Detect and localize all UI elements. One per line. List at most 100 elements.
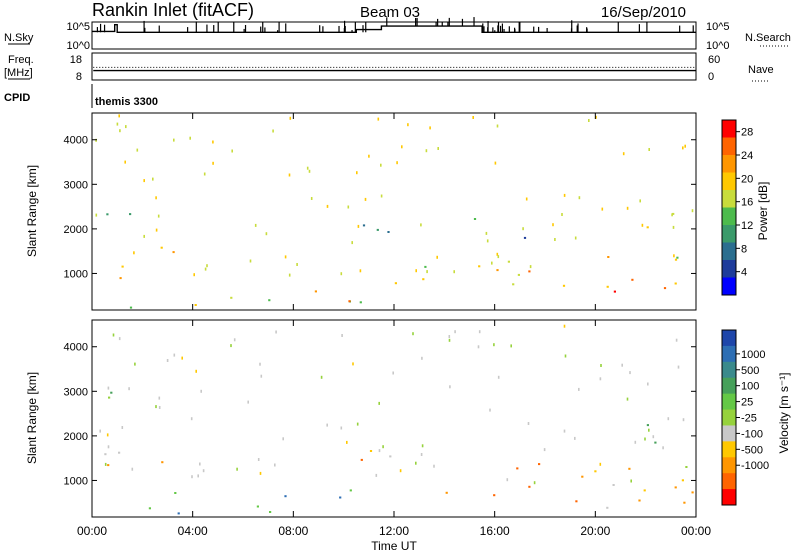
heatmap-cell xyxy=(119,129,121,133)
heatmap-cell xyxy=(265,232,268,236)
nave-label: Nave xyxy=(748,64,774,76)
colorbar-tick-label: 1000 xyxy=(741,349,765,361)
heatmap-cell xyxy=(652,435,655,439)
heatmap-cell xyxy=(160,246,163,249)
colorbar-tick-label: 8 xyxy=(741,243,747,255)
heatmap-cell xyxy=(106,433,109,437)
heatmap-cell xyxy=(118,337,121,341)
colorbar-swatch xyxy=(722,330,736,347)
heatmap-cell xyxy=(308,169,311,173)
heatmap-cell xyxy=(362,224,366,227)
heatmap-cell xyxy=(595,115,597,119)
heatmap-cell xyxy=(148,507,151,510)
heatmap-cell xyxy=(533,481,536,485)
heatmap-cell xyxy=(445,491,448,494)
colorbar-swatch xyxy=(722,207,736,226)
colorbar-tick-label: 500 xyxy=(741,365,759,377)
heatmap-cell xyxy=(672,212,675,215)
heatmap-cell xyxy=(638,499,641,502)
heatmap-cell xyxy=(107,464,110,467)
freq-label-line2: [MHz] xyxy=(4,67,33,79)
heatmap-cell xyxy=(601,207,604,211)
colorbar-tick-label: 16 xyxy=(741,197,753,209)
heatmap-cell xyxy=(351,241,353,245)
colorbar-tick-label: 100 xyxy=(741,381,759,393)
heatmap-cell xyxy=(497,375,500,379)
heatmap-cell xyxy=(352,362,354,366)
heatmap-cell xyxy=(129,306,133,309)
heatmap-cell xyxy=(429,126,431,130)
heatmap-cell xyxy=(272,129,274,133)
freq-ytick-top: 18 xyxy=(70,54,82,66)
heatmap-cell xyxy=(133,251,135,255)
heatmap-cell xyxy=(538,463,541,466)
heatmap-cell xyxy=(496,269,499,272)
freq-panel-frame xyxy=(91,52,697,81)
heatmap-cell xyxy=(129,213,132,216)
heatmap-cell xyxy=(193,273,195,277)
range-tick-label: 2000 xyxy=(64,224,88,236)
heatmap-cell xyxy=(422,278,425,281)
heatmap-cell xyxy=(528,485,531,488)
heatmap-cell xyxy=(172,251,175,254)
heatmap-cell xyxy=(368,154,370,158)
heatmap-cell xyxy=(131,467,134,471)
heatmap-cell xyxy=(425,149,428,153)
heatmap-cell xyxy=(197,474,199,478)
heatmap-cell xyxy=(158,406,161,409)
heatmap-cell xyxy=(269,511,272,513)
heatmap-cell xyxy=(407,123,409,127)
heatmap-cell xyxy=(107,386,110,390)
colorbar-swatch xyxy=(722,425,736,442)
heatmap-cell xyxy=(449,385,451,389)
velocity-colorbar: 1000 500 100 25 -25 -100 -500 -1000 xyxy=(721,329,769,506)
heatmap-cell xyxy=(401,145,403,149)
heatmap-cell xyxy=(629,371,631,375)
heatmap-cell xyxy=(392,371,394,375)
heatmap-cell xyxy=(672,225,675,229)
heatmap-cell xyxy=(348,300,351,303)
heatmap-cell xyxy=(203,172,206,176)
colorbar-tick-label: 25 xyxy=(741,397,753,409)
heatmap-cell xyxy=(436,255,438,259)
colorbar-swatch xyxy=(722,190,736,208)
heatmap-cell xyxy=(512,283,515,286)
colorbar-frame xyxy=(721,119,737,296)
heatmap-cell xyxy=(95,138,97,142)
heatmap-cell xyxy=(581,475,584,478)
heatmap-cell xyxy=(454,330,456,334)
colorbar-swatch xyxy=(722,489,736,506)
velocity-colorbar-label: Velocity [m s⁻¹] xyxy=(777,372,791,453)
heatmap-cell xyxy=(563,193,566,197)
heatmap-cell xyxy=(523,236,527,239)
power-axes: 1000 2000 3000 4000 xyxy=(64,113,697,310)
heatmap-cell xyxy=(389,455,392,458)
heatmap-cell xyxy=(528,270,531,273)
heatmap-cell xyxy=(110,391,113,394)
range-tick-label: 4000 xyxy=(64,342,88,354)
heatmap-cell xyxy=(448,335,451,338)
heatmap-cell xyxy=(314,290,317,293)
power-ylabel: Slant Range [km] xyxy=(25,165,39,257)
heatmap-cell xyxy=(310,197,313,200)
heatmap-cell xyxy=(106,213,109,216)
heatmap-cell xyxy=(143,234,145,238)
colorbar-swatch xyxy=(722,473,736,490)
heatmap-cell xyxy=(288,173,291,177)
heatmap-cell xyxy=(357,224,360,228)
nsearch-ytick-bottom: 10^0 xyxy=(706,40,730,52)
colorbar-tick-label: -500 xyxy=(741,444,763,456)
heatmap-cell xyxy=(506,478,509,482)
time-tick-label: 20:00 xyxy=(580,524,610,538)
heatmap-cell xyxy=(104,462,107,466)
heatmap-cell xyxy=(599,462,602,466)
heatmap-cell xyxy=(121,265,124,268)
heatmap-cell xyxy=(347,205,350,209)
heatmap-cell xyxy=(631,278,634,281)
heatmap-cell xyxy=(681,479,684,482)
heatmap-cell xyxy=(112,333,115,337)
nsky-ytick-bottom: 10^0 xyxy=(66,40,90,52)
heatmap-cell xyxy=(671,213,673,217)
heatmap-cell xyxy=(155,196,157,200)
